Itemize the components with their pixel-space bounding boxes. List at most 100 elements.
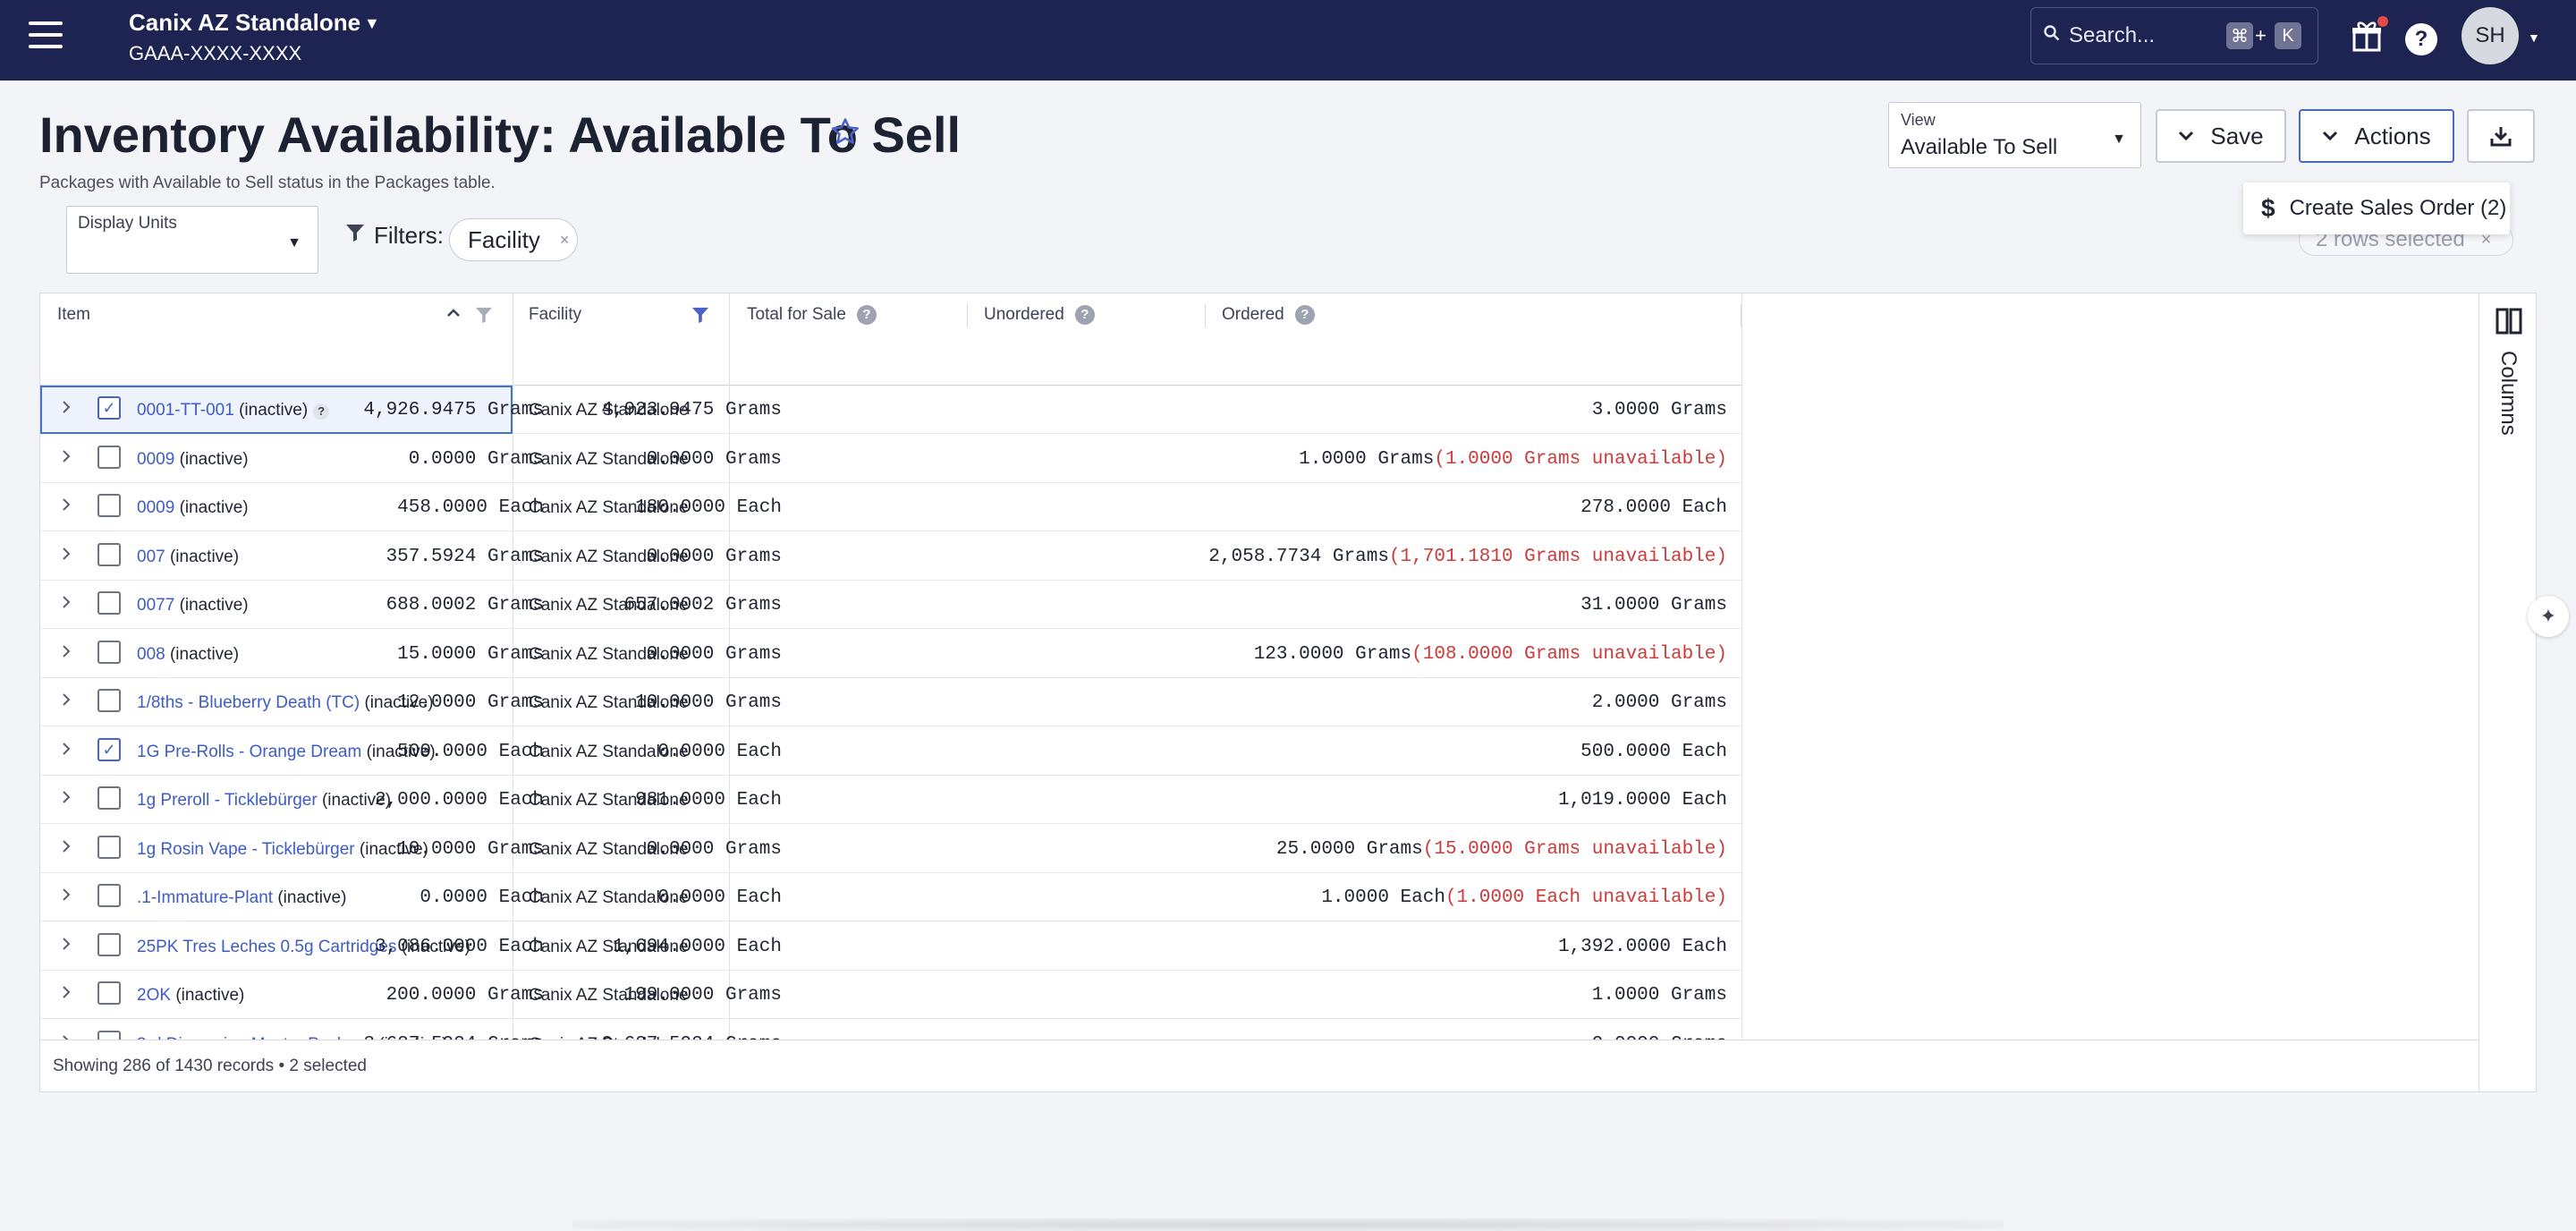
expand-chevron-icon[interactable] (62, 985, 71, 1004)
item-link[interactable]: 007 (137, 547, 165, 566)
expand-chevron-icon[interactable] (62, 644, 71, 663)
display-units-select[interactable]: Display Units ▼ (66, 206, 318, 274)
expand-chevron-icon[interactable] (62, 497, 71, 516)
unordered-cell: 199.0000 Grams (623, 985, 782, 1006)
columns-icon[interactable] (2496, 308, 2522, 335)
expand-chevron-icon[interactable] (62, 937, 71, 955)
table-row[interactable]: 008 (inactive) Canix AZ Standalone 15.0000… (40, 630, 1741, 678)
expand-chevron-icon[interactable] (62, 742, 71, 760)
avatar[interactable]: SH (2462, 7, 2519, 64)
table-row[interactable]: 25PK Tres Leches 0.5g Cartridges (inacti… (40, 922, 1741, 971)
gift-icon[interactable] (2349, 18, 2385, 54)
columns-side-panel[interactable]: Columns (2479, 293, 2536, 1091)
close-icon[interactable]: × (559, 230, 570, 249)
active-filter-icon[interactable] (691, 306, 709, 328)
item-link[interactable]: 1/8ths - Blueberry Death (TC) (137, 693, 360, 712)
save-button[interactable]: Save (2156, 109, 2286, 163)
row-checkbox[interactable] (97, 494, 121, 517)
expand-chevron-icon[interactable] (62, 547, 71, 565)
table-row[interactable]: ✓ 0001-TT-001 (inactive)? Canix AZ Standal… (40, 386, 1741, 434)
expand-chevron-icon[interactable] (62, 887, 71, 906)
org-switcher-chevron-icon[interactable]: ▼ (364, 14, 380, 32)
row-checkbox[interactable]: ✓ (97, 396, 121, 420)
row-checkbox[interactable] (97, 591, 121, 615)
column-header-item[interactable]: Item (57, 305, 90, 324)
expand-chevron-icon[interactable] (62, 400, 71, 419)
table-row[interactable]: 3rd Dimension Master Package (inactive) C… (40, 1020, 1741, 1040)
close-icon[interactable]: × (2480, 229, 2492, 250)
help-icon[interactable]: ? (1294, 305, 1315, 325)
item-link[interactable]: 1G Pre-Rolls - Orange Dream (137, 742, 362, 761)
facility-cell: Canix AZ Standalone (529, 986, 689, 1005)
expand-chevron-icon[interactable] (62, 839, 71, 858)
expand-chevron-icon[interactable] (62, 1034, 71, 1040)
column-header-total-for-sale[interactable]: Total for Sale? (747, 305, 877, 325)
column-header-facility[interactable]: Facility (529, 305, 582, 324)
total-for-sale-cell: 500.0000 Each (397, 741, 544, 762)
ordered-value: 1.0000 Each (1321, 887, 1445, 908)
expand-chevron-icon[interactable] (62, 790, 71, 809)
item-link[interactable]: 0009 (137, 449, 175, 469)
expand-chevron-icon[interactable] (62, 449, 71, 468)
column-header-unordered[interactable]: Unordered? (984, 305, 1095, 325)
actions-button[interactable]: Actions (2299, 109, 2454, 163)
table-row[interactable]: 2OK (inactive) Canix AZ Standalone 200.000… (40, 971, 1741, 1019)
item-link[interactable]: 1g Preroll - Ticklebürger (137, 791, 318, 810)
item-status: (inactive) (364, 693, 434, 712)
favorite-star-icon[interactable] (830, 116, 860, 147)
item-link[interactable]: 0077 (137, 596, 175, 615)
row-checkbox[interactable] (97, 981, 121, 1005)
help-icon[interactable]: ? (856, 305, 877, 325)
help-icon[interactable]: ? (1074, 305, 1095, 325)
item-link[interactable]: 1g Rosin Vape - Ticklebürger (137, 839, 355, 859)
shortcut-plus: + (2255, 24, 2267, 47)
row-checkbox[interactable] (97, 932, 121, 956)
actions-menu-item-create-sales-order[interactable]: $ Create Sales Order (2) (2243, 183, 2510, 234)
column-header-ordered[interactable]: Ordered? (1222, 305, 1315, 325)
table-row[interactable]: 0077 (inactive) Canix AZ Standalone 688.00… (40, 581, 1741, 629)
total-for-sale-cell: 357.5924 Grams (386, 546, 544, 567)
help-icon[interactable]: ? (2405, 23, 2437, 55)
row-checkbox[interactable] (97, 542, 121, 566)
row-checkbox[interactable] (97, 1030, 121, 1040)
org-name[interactable]: Canix AZ Standalone (129, 9, 361, 36)
row-checkbox[interactable] (97, 835, 121, 859)
row-checkbox[interactable] (97, 786, 121, 810)
download-button[interactable] (2467, 109, 2535, 163)
table-row[interactable]: 1/8ths - Blueberry Death (TC) (inactive)… (40, 678, 1741, 726)
table-row[interactable]: 007 (inactive) Canix AZ Standalone 357.592… (40, 532, 1741, 581)
item-link[interactable]: 25PK Tres Leches 0.5g Cartridges (137, 937, 397, 956)
filter-chip-facility[interactable]: Facility × (449, 218, 578, 261)
item-link[interactable]: 0009 (137, 498, 175, 517)
row-checkbox[interactable] (97, 884, 121, 907)
table-row[interactable]: 1g Preroll - Ticklebürger (inactive) Cani… (40, 776, 1741, 824)
table-body: Item Facility Total for Sale? Unordered?… (40, 293, 2479, 1040)
row-checkbox[interactable] (97, 445, 121, 469)
table-row[interactable]: 0009 (inactive) Canix AZ Standalone 458.00… (40, 483, 1741, 531)
view-select[interactable]: View Available To Sell ▼ (1888, 102, 2141, 168)
columns-panel-label[interactable]: Columns (2496, 351, 2521, 436)
item-link[interactable]: 0001-TT-001 (137, 401, 234, 420)
table-row[interactable]: 1g Rosin Vape - Ticklebürger (inactive) C… (40, 825, 1741, 873)
item-link[interactable]: .1-Immature-Plant (137, 888, 274, 907)
sort-asc-icon[interactable] (446, 306, 461, 322)
avatar-chevron-icon[interactable]: ▼ (2528, 30, 2540, 45)
row-checkbox[interactable]: ✓ (97, 737, 121, 761)
menu-icon[interactable] (29, 21, 63, 48)
item-link[interactable]: 2OK (137, 986, 172, 1005)
table-row[interactable]: .1-Immature-Plant (inactive) Canix AZ Sta… (40, 873, 1741, 921)
filter-icon[interactable] (475, 306, 493, 328)
item-link[interactable]: 008 (137, 644, 165, 664)
search-box[interactable]: Search... ⌘ + K (2030, 7, 2318, 64)
sparkle-icon[interactable]: ✦ (2528, 596, 2569, 637)
expand-chevron-icon[interactable] (62, 595, 71, 614)
expand-chevron-icon[interactable] (62, 692, 71, 711)
help-icon[interactable]: ? (313, 403, 330, 420)
total-for-sale-cell: 200.0000 Grams (386, 985, 544, 1006)
table-row[interactable]: ✓ 1G Pre-Rolls - Orange Dream (inactive) C… (40, 727, 1741, 776)
table-row[interactable]: 0009 (inactive) Canix AZ Standalone 0.0000… (40, 435, 1741, 483)
row-checkbox[interactable] (97, 640, 121, 664)
row-checkbox[interactable] (97, 689, 121, 712)
item-link[interactable]: 3rd Dimension Master Package (137, 1035, 374, 1040)
item-status: (inactive) (179, 596, 249, 615)
